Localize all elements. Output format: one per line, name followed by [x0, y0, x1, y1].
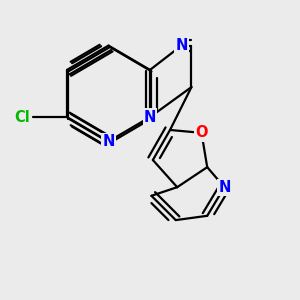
Text: Cl: Cl	[14, 110, 30, 124]
Text: O: O	[195, 125, 208, 140]
Text: N: N	[102, 134, 115, 149]
Text: N: N	[175, 38, 188, 53]
Text: N: N	[218, 180, 231, 195]
Text: N: N	[144, 110, 156, 124]
